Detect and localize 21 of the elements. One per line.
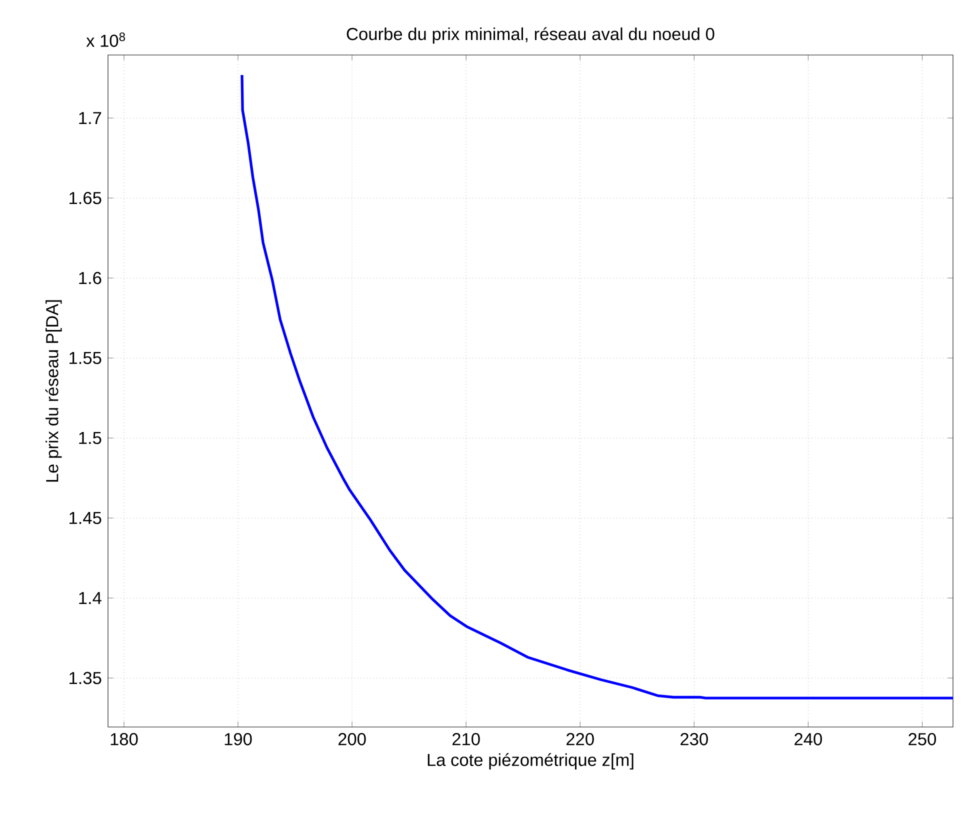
x-tick-label: 180 — [110, 733, 138, 746]
x-tick-label: 220 — [566, 733, 594, 746]
y-axis-title: Le prix du réseau P[DA] — [45, 300, 62, 482]
y-tick-label: 1.55 — [70, 352, 102, 364]
y-tick-label: 1.5 — [79, 432, 102, 444]
x-tick-label: 250 — [908, 733, 936, 746]
y-tick-label: 1.6 — [79, 272, 102, 284]
x-tick-label: 190 — [224, 733, 252, 746]
chart-title: Courbe du prix minimal, réseau aval du noeud 0 — [346, 27, 714, 44]
x-tick-label: 210 — [452, 733, 480, 746]
x-tick-label: 240 — [794, 733, 822, 746]
x-tick-label: 230 — [680, 733, 708, 746]
x-axis-title: La cote piézométrique z[m] — [428, 753, 634, 770]
y-tick-label: 1.35 — [70, 672, 102, 684]
x-tick-label: 200 — [338, 733, 366, 746]
y-tick-label: 1.7 — [79, 112, 102, 124]
text: x 10$^{8}$ — [86, 32, 126, 47]
y-tick-label: 1.45 — [70, 512, 102, 524]
line-series — [240, 74, 953, 700]
y-tick-label: 1.65 — [70, 192, 102, 204]
y-tick-label: 1.4 — [79, 592, 102, 604]
